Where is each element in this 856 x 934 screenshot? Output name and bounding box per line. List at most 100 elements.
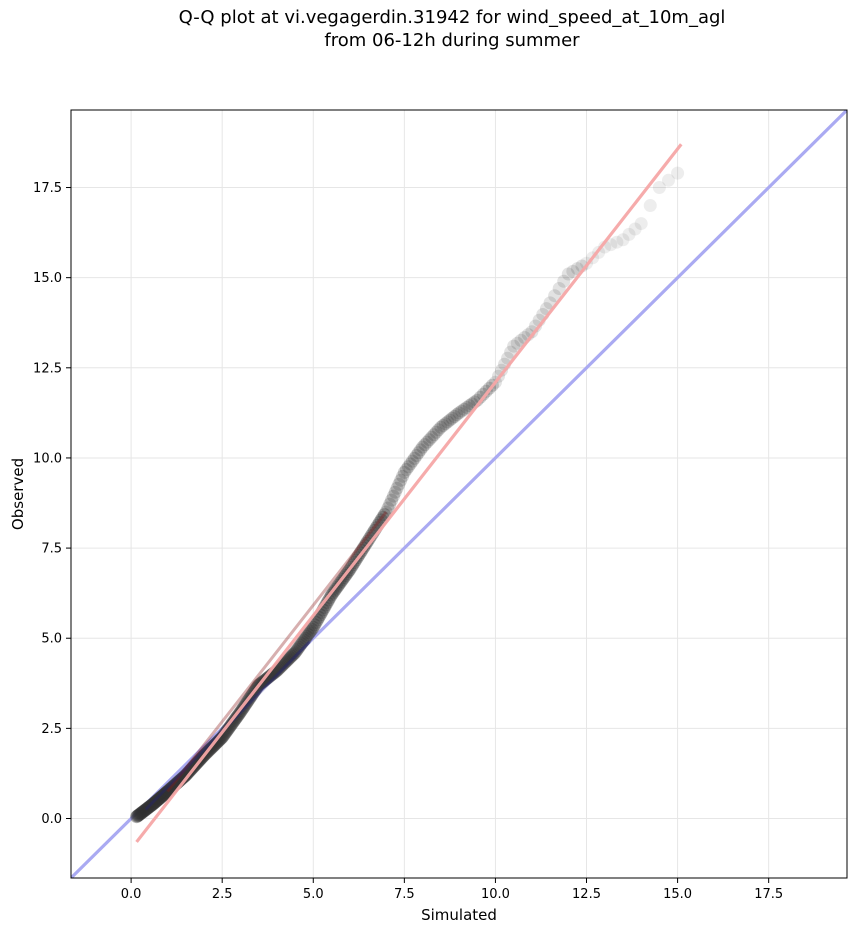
x-tick-label: 2.5 [212, 887, 233, 902]
quantile-point [147, 797, 161, 811]
quantile-point [301, 628, 315, 642]
quantile-point [154, 790, 168, 804]
quantile-point [455, 404, 469, 418]
quantile-point [223, 719, 237, 733]
quantile-point [552, 281, 566, 295]
quantile-point [399, 463, 413, 477]
quantile-point [141, 801, 155, 815]
quantile-point [131, 809, 145, 823]
x-tick-label: 5.0 [303, 887, 324, 902]
quantile-point [158, 787, 172, 801]
quantile-point [134, 807, 148, 821]
quantile-point [610, 235, 624, 249]
quantile-point [230, 709, 244, 723]
quantile-point [161, 784, 175, 798]
quantile-point [283, 650, 297, 664]
quantile-point [155, 789, 169, 803]
quantile-point [179, 768, 193, 782]
quantile-point [221, 722, 235, 736]
quantile-point [420, 435, 434, 449]
y-tick-label: 15.0 [33, 271, 62, 286]
quantile-point [385, 493, 399, 507]
x-tick-label: 12.5 [572, 887, 601, 902]
quantile-point [177, 770, 191, 784]
quantile-point [394, 473, 408, 487]
quantile-point [278, 655, 292, 669]
y-tick-label: 12.5 [33, 361, 62, 376]
quantile-point [213, 732, 227, 746]
quantile-point [139, 802, 153, 816]
quantile-point [152, 792, 166, 806]
quantile-point [422, 433, 436, 447]
fit-line [135, 143, 683, 843]
quantile-point [160, 785, 174, 799]
quantile-point [212, 733, 226, 747]
y-tick-label: 17.5 [33, 181, 62, 196]
quantile-point [150, 793, 164, 807]
quantile-point [566, 264, 580, 278]
quantile-point [288, 646, 302, 660]
quantile-point [226, 715, 240, 729]
quantile-point [146, 797, 160, 811]
quantile-point [142, 800, 156, 814]
quantile-point [133, 807, 147, 821]
quantile-point [671, 166, 685, 180]
quantile-point [178, 769, 192, 783]
quantile-point [429, 425, 443, 439]
quantile-point [157, 788, 171, 802]
quantile-point [141, 801, 155, 815]
quantile-point [148, 795, 162, 809]
quantile-point [132, 808, 146, 822]
chart-title-line-1: Q-Q plot at vi.vegagerdin.31942 for wind… [178, 7, 726, 28]
y-tick-label: 7.5 [41, 542, 62, 557]
quantile-point [322, 593, 336, 607]
identity-line [71, 110, 847, 878]
quantile-point [452, 406, 466, 420]
quantile-point [162, 783, 176, 797]
chart-title-line-2: from 06-12h during summer [324, 30, 580, 51]
quantile-point [147, 796, 161, 810]
quantile-point [295, 637, 309, 651]
quantile-point [416, 440, 430, 454]
quantile-point [304, 624, 318, 638]
quantile-point [414, 443, 428, 457]
y-tick-label: 2.5 [41, 722, 62, 737]
quantile-point [443, 413, 457, 427]
quantile-point [296, 635, 310, 649]
quantile-point [149, 794, 163, 808]
x-tick-label: 17.5 [754, 887, 783, 902]
quantile-point [153, 791, 167, 805]
quantile-point [525, 325, 539, 339]
quantile-point [361, 534, 375, 548]
quantile-point [136, 805, 150, 819]
quantile-point [130, 809, 144, 823]
quantile-point [277, 656, 291, 670]
quantile-point [447, 409, 461, 423]
quantile-point [392, 477, 406, 491]
quantile-point [229, 711, 243, 725]
quantile-point [138, 803, 152, 817]
quantile-point [143, 799, 157, 813]
quantile-point [140, 802, 154, 816]
quantile-point [220, 723, 234, 737]
quantile-point [135, 805, 149, 819]
quantile-point [210, 735, 224, 749]
quantile-point [291, 642, 305, 656]
quantile-point [457, 402, 471, 416]
quantile-point [134, 806, 148, 820]
quantile-point [450, 408, 464, 422]
quantile-point [159, 786, 173, 800]
quantile-point [507, 339, 521, 353]
quantile-point [293, 638, 307, 652]
quantile-point [154, 791, 168, 805]
quantile-point [557, 274, 571, 288]
quantile-point [211, 734, 225, 748]
quantile-point [661, 173, 675, 187]
x-tick-label: 15.0 [663, 887, 692, 902]
quantile-point [381, 501, 395, 515]
quantile-point [280, 654, 294, 668]
quantile-point [156, 788, 170, 802]
quantile-point [137, 804, 151, 818]
quantile-point [180, 767, 194, 781]
